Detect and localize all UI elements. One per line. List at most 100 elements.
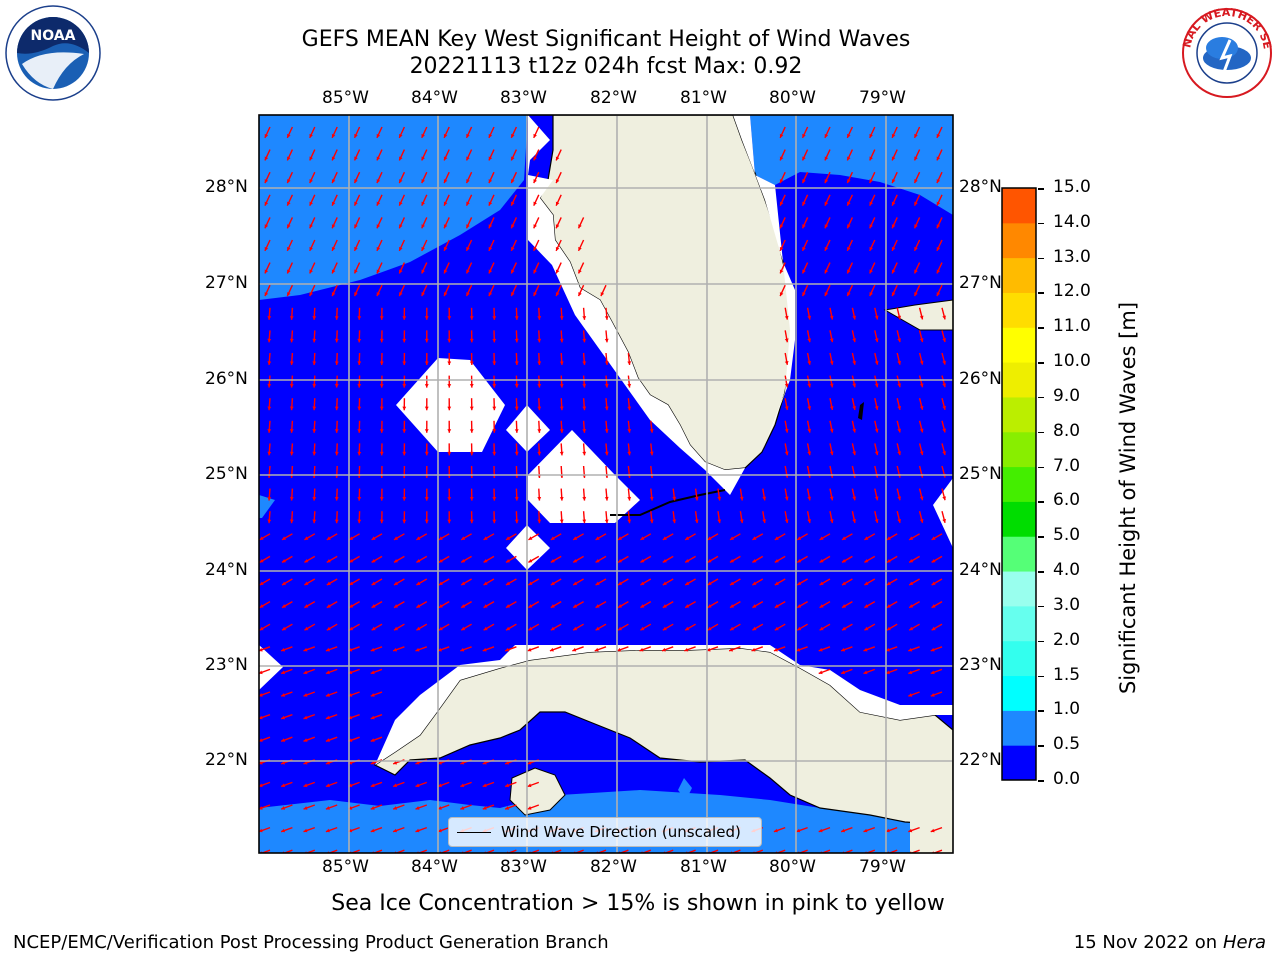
wave-direction-arrowhead	[399, 201, 403, 206]
wave-direction-arrowhead	[354, 201, 358, 206]
wave-direction-arrowhead	[421, 224, 425, 229]
wave-direction-arrowhead	[847, 246, 851, 251]
wave-direction-arrowhead	[514, 316, 519, 320]
wave-direction-arrowhead	[874, 406, 879, 410]
wave-direction-arrowhead	[627, 496, 632, 501]
wave-direction-arrowhead	[869, 201, 873, 206]
wave-direction-arrowhead	[533, 133, 537, 138]
lat-label-left: 26°N	[205, 369, 248, 389]
wave-direction-arrowhead	[303, 647, 308, 652]
wave-direction-arrowhead	[908, 693, 913, 697]
footer-branch: NCEP/EMC/Verification Post Processing Pr…	[13, 932, 609, 953]
colorbar-segment	[1002, 745, 1036, 781]
wave-direction-arrowhead	[511, 246, 515, 251]
wave-direction-arrowhead	[394, 604, 399, 608]
wave-direction-arrowhead	[640, 626, 645, 631]
wave-direction-arrowhead	[424, 429, 429, 433]
wave-direction-arrowhead	[869, 224, 873, 229]
wave-direction-arrowhead	[533, 201, 537, 206]
wave-direction-arrowhead	[287, 133, 291, 138]
wave-direction-arrowhead	[415, 647, 420, 652]
wave-direction-arrowhead	[919, 451, 924, 456]
wave-direction-arrowhead	[303, 806, 308, 810]
wave-direction-arrowhead	[891, 269, 896, 274]
wave-direction-arrowhead	[514, 406, 519, 411]
wave-direction-arrowhead	[578, 246, 582, 251]
wave-direction-arrowhead	[649, 496, 654, 501]
wave-direction-arrowhead	[818, 828, 823, 833]
wave-direction-arrowhead	[559, 338, 564, 343]
wave-direction-arrowhead	[885, 647, 890, 652]
colorbar-segment	[1002, 605, 1036, 642]
wave-direction-arrowhead	[447, 451, 452, 456]
wave-direction-arrowhead	[891, 179, 896, 184]
wave-direction-arrowhead	[259, 558, 264, 563]
wave-direction-arrowhead	[864, 581, 869, 585]
wave-direction-arrowhead	[936, 156, 941, 161]
wave-direction-arrowhead	[506, 581, 511, 585]
wave-direction-arrowhead	[354, 292, 358, 297]
wave-direction-arrowhead	[886, 626, 891, 631]
wave-direction-arrowhead	[370, 760, 375, 765]
wave-direction-arrowhead	[550, 626, 555, 631]
wave-direction-arrowhead	[326, 604, 331, 608]
wave-direction-arrowhead	[930, 670, 935, 675]
wave-direction-arrowhead	[824, 224, 829, 229]
wave-direction-arrowhead	[370, 828, 375, 833]
wave-direction-arrowhead	[537, 316, 542, 320]
wave-direction-arrowhead	[604, 338, 609, 343]
wave-direction-arrowhead	[506, 626, 511, 631]
wave-direction-arrowhead	[325, 760, 330, 765]
wave-direction-arrowhead	[891, 133, 896, 138]
wave-direction-arrowhead	[421, 201, 425, 206]
wave-direction-arrowhead	[399, 224, 403, 229]
wave-direction-arrowhead	[488, 201, 493, 206]
colorbar-tick-mark	[1038, 675, 1044, 678]
wave-direction-arrowhead	[931, 536, 936, 540]
wave-direction-arrowhead	[281, 693, 286, 697]
wave-direction-arrowhead	[582, 383, 587, 388]
colorbar-tick-label: 1.0	[1053, 699, 1081, 720]
wave-direction-arrowhead	[818, 647, 823, 652]
wave-direction-arrowhead	[424, 316, 429, 320]
wave-direction-arrowhead	[869, 179, 873, 184]
colorbar-tick-label: 0.5	[1053, 734, 1081, 755]
wave-direction-arrowhead	[582, 338, 587, 343]
wave-direction-arrowhead	[662, 558, 667, 563]
wave-direction-arrowhead	[267, 406, 272, 411]
wave-direction-arrowhead	[886, 581, 891, 585]
wave-direction-arrowhead	[514, 429, 519, 433]
wave-direction-arrowhead	[707, 626, 712, 631]
map-legend: Wind Wave Direction (unscaled)	[448, 817, 762, 847]
wave-direction-arrowhead	[930, 693, 935, 697]
wave-direction-arrowhead	[287, 156, 291, 161]
wave-direction-arrowhead	[281, 828, 286, 833]
wave-direction-arrowhead	[685, 626, 690, 631]
wave-direction-arrowhead	[573, 604, 578, 608]
wave-direction-arrowhead	[797, 604, 802, 608]
wave-direction-arrowhead	[942, 405, 947, 410]
wave-direction-arrowhead	[537, 361, 542, 365]
wave-direction-arrowhead	[582, 429, 587, 433]
wave-direction-arrowhead	[640, 536, 645, 540]
wave-direction-arrowhead	[371, 581, 376, 585]
wave-direction-arrowhead	[909, 558, 914, 563]
lon-label-bottom: 79°W	[859, 857, 906, 877]
wave-direction-arrowhead	[914, 179, 918, 184]
wave-direction-arrowhead	[488, 224, 493, 229]
wave-direction-arrowhead	[312, 406, 317, 411]
wave-direction-arrowhead	[488, 292, 493, 297]
wave-direction-arrowhead	[604, 429, 609, 433]
wave-direction-arrowhead	[488, 133, 493, 138]
wave-direction-arrowhead	[357, 338, 362, 343]
wave-direction-arrowhead	[555, 224, 560, 229]
wave-direction-arrowhead	[309, 179, 313, 184]
wave-direction-arrowhead	[349, 558, 354, 563]
wave-direction-arrowhead	[662, 626, 667, 631]
wave-direction-arrowhead	[919, 360, 924, 365]
wave-direction-arrowhead	[874, 451, 879, 456]
wave-direction-arrowhead	[730, 604, 735, 608]
wave-direction-arrowhead	[370, 693, 375, 697]
wave-direction-arrowhead	[847, 292, 851, 297]
land-florida-east-margin	[733, 115, 795, 452]
